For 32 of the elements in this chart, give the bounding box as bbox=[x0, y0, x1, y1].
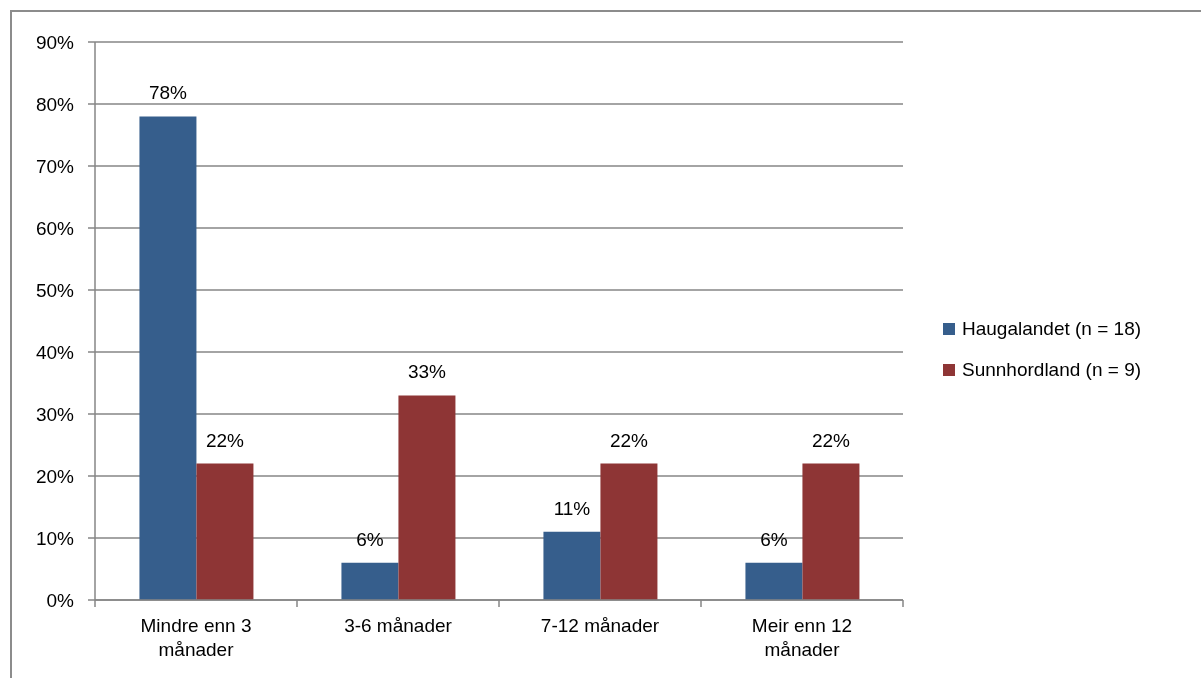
y-tick-label: 80% bbox=[35, 93, 75, 115]
y-tick-label: 10% bbox=[35, 527, 75, 549]
bar bbox=[745, 562, 803, 600]
bar bbox=[802, 463, 860, 600]
data-label: 78% bbox=[148, 82, 188, 104]
x-tick-label: 7-12 månader bbox=[540, 615, 660, 636]
y-tick-label: 20% bbox=[35, 465, 75, 487]
y-tick-label: 0% bbox=[46, 589, 75, 611]
x-tick-label: Mindre enn 3 månader bbox=[140, 615, 252, 660]
legend-label: Sunnhordland (n = 9) bbox=[962, 358, 1142, 381]
data-label: 11% bbox=[553, 497, 591, 519]
data-label: 22% bbox=[609, 429, 649, 451]
legend-label: Haugalandet (n = 18) bbox=[962, 317, 1142, 340]
y-tick-label: 40% bbox=[35, 341, 75, 363]
bar bbox=[398, 395, 456, 600]
bar bbox=[139, 116, 197, 600]
x-tick-label: Meir enn 12 månader bbox=[751, 615, 853, 660]
x-tick-label: 3-6 månader bbox=[344, 615, 453, 636]
y-tick-label: 70% bbox=[35, 155, 75, 177]
bar bbox=[600, 463, 658, 600]
bar bbox=[196, 463, 254, 600]
y-tick-label: 50% bbox=[35, 279, 75, 301]
data-label: 6% bbox=[760, 528, 788, 550]
data-label: 6% bbox=[356, 528, 384, 550]
data-label: 33% bbox=[407, 361, 447, 383]
data-label: 22% bbox=[205, 429, 245, 451]
bar bbox=[543, 531, 601, 600]
data-label: 22% bbox=[811, 429, 851, 451]
bar bbox=[341, 562, 399, 600]
y-tick-label: 60% bbox=[35, 217, 75, 239]
y-tick-label: 30% bbox=[35, 403, 75, 425]
y-tick-label: 90% bbox=[35, 31, 75, 53]
